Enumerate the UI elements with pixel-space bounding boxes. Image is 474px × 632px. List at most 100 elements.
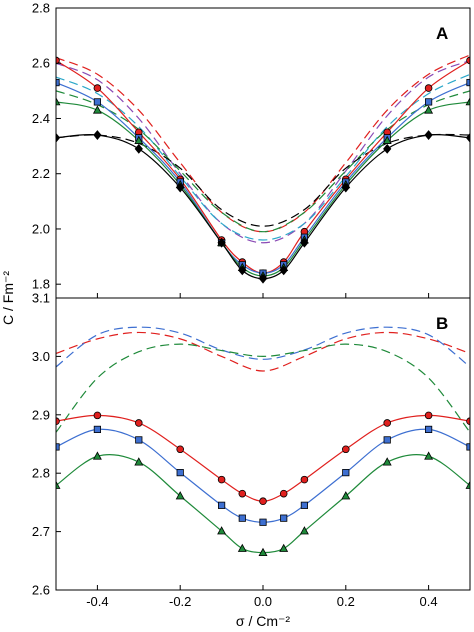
data-point-triangle: [134, 457, 144, 466]
data-point-triangle: [237, 543, 247, 552]
data-point-triangle: [465, 480, 470, 489]
data-point-circle: [466, 56, 470, 65]
x-tick-label: -0.4: [86, 594, 108, 609]
data-point-square: [238, 514, 246, 522]
data-point-diamond: [134, 143, 143, 154]
data-point-triangle: [279, 543, 289, 552]
data-point-square: [93, 425, 101, 434]
series-line-solid: [56, 82, 470, 274]
data-point-square: [424, 425, 433, 434]
series-line-dashed: [56, 343, 470, 433]
data-point-square: [56, 78, 60, 87]
data-point-diamond: [465, 132, 470, 143]
x-tick-label: -0.2: [169, 594, 191, 609]
series-line-dashed: [56, 331, 470, 372]
data-point-diamond: [424, 130, 433, 140]
data-point-triangle: [134, 135, 144, 144]
data-point-triangle: [56, 480, 61, 489]
data-point-square: [424, 98, 433, 106]
data-point-circle: [341, 445, 350, 454]
series-layer: [56, 326, 470, 557]
data-point-diamond: [258, 273, 268, 284]
series-line-solid: [56, 134, 470, 280]
data-point-diamond: [93, 130, 102, 140]
x-tick-label: 0.4: [420, 594, 438, 609]
data-point-square: [135, 436, 143, 444]
series-line-solid: [56, 414, 470, 502]
y-tick-label: 2.8: [32, 1, 50, 16]
y-tick-label: 2.4: [32, 111, 50, 126]
y-tick-label: 3.1: [32, 291, 50, 306]
data-point-diamond: [341, 182, 350, 193]
data-point-circle: [279, 489, 288, 498]
data-point-diamond: [217, 237, 226, 248]
series-line-dashed: [56, 73, 470, 241]
data-point-circle: [93, 411, 102, 420]
data-point-triangle: [217, 526, 227, 535]
data-point-circle: [176, 445, 185, 454]
series-line-dashed: [56, 133, 470, 227]
data-point-triangle: [465, 97, 470, 106]
panel-label: A: [436, 24, 448, 43]
data-point-diamond: [56, 132, 61, 143]
y-tick-label: 2.9: [32, 407, 50, 422]
series-line-solid: [56, 101, 470, 277]
data-point-square: [342, 469, 350, 477]
panel-b: 2.6 2.7 2.8 2.9 3.0 3.1 -0.4 -0.2 0.0 0.2 0.4 B: [32, 291, 471, 609]
data-point-triangle: [382, 135, 392, 144]
data-point-square: [176, 469, 184, 477]
y-tick-label: 2.7: [32, 524, 50, 539]
data-point-circle: [56, 56, 60, 65]
y-tick-label: 2.6: [32, 56, 50, 71]
data-point-circle: [383, 419, 392, 427]
data-point-triangle: [424, 451, 434, 460]
data-point-circle: [300, 475, 309, 484]
data-point-diamond: [383, 143, 392, 154]
y-tick-label: 2.6: [32, 583, 50, 598]
y-axis-title: C / Fm⁻²: [0, 271, 16, 325]
data-point-diamond: [279, 265, 288, 276]
series-line-solid: [56, 59, 470, 274]
panel-a: 1.8 2.0 2.2 2.4 2.6 2.8 A: [32, 1, 471, 299]
data-point-triangle: [382, 457, 392, 466]
series-line-dashed: [56, 54, 470, 233]
plot-frame: [55, 297, 471, 591]
data-point-triangle: [92, 451, 102, 460]
data-point-triangle: [175, 491, 185, 500]
y-tick-label: 2.8: [32, 466, 50, 481]
data-point-circle: [259, 497, 267, 506]
data-point-circle: [424, 84, 433, 92]
data-point-circle: [238, 489, 247, 498]
data-point-triangle: [92, 105, 102, 114]
data-point-square: [259, 518, 267, 526]
data-point-circle: [217, 475, 226, 484]
x-tick-label: 0.0: [254, 594, 272, 609]
series-line-dashed: [56, 326, 470, 368]
data-point-diamond: [176, 182, 185, 193]
data-point-triangle: [56, 97, 61, 106]
data-point-triangle: [258, 547, 268, 557]
series-line-dashed: [56, 90, 470, 233]
x-tick-label: 0.2: [337, 594, 355, 609]
data-point-circle: [56, 417, 60, 426]
data-point-triangle: [424, 105, 434, 114]
panel-label: B: [436, 314, 448, 333]
data-point-square: [56, 443, 60, 451]
series-layer: [56, 54, 470, 284]
data-point-square: [280, 514, 288, 522]
x-axis-title: σ / Cm⁻²: [236, 613, 290, 629]
data-point-circle: [93, 84, 102, 92]
data-point-diamond: [238, 265, 247, 276]
series-line-dashed: [56, 59, 470, 244]
data-point-square: [300, 501, 309, 509]
y-tick-label: 1.8: [32, 277, 50, 292]
data-point-circle: [135, 419, 143, 427]
data-point-circle: [424, 411, 433, 420]
y-tick-label: 2.0: [32, 221, 50, 236]
plot-frame: [55, 7, 471, 299]
data-point-triangle: [299, 526, 309, 535]
y-tick-label: 2.2: [32, 166, 50, 181]
series-line-solid: [56, 428, 470, 523]
data-point-circle: [466, 417, 470, 426]
